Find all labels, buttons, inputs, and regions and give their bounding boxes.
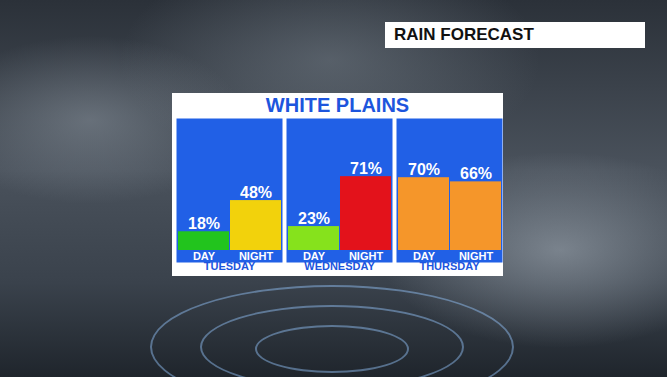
svg-text:18%: 18%	[188, 215, 220, 232]
svg-text:NIGHT: NIGHT	[348, 250, 384, 263]
svg-text:70%: 70%	[408, 161, 440, 178]
svg-text:THURSDAY: THURSDAY	[419, 260, 480, 272]
svg-text:48%: 48%	[240, 184, 272, 201]
html-text:RAIN FORECAST: RAIN FORECAST	[394, 25, 534, 44]
svg-text:DAY: DAY	[412, 250, 436, 263]
svg-text:NIGHT: NIGHT	[238, 250, 274, 263]
svg-text:WEDNESDAY: WEDNESDAY	[304, 260, 375, 272]
svg-text:23%: 23%	[298, 210, 330, 227]
svg-text:DAY: DAY	[302, 250, 326, 263]
html-text:WHITE PLAINS: WHITE PLAINS	[265, 94, 410, 116]
svg-text:TUESDAY: TUESDAY	[204, 260, 256, 272]
svg-text:71%: 71%	[350, 160, 382, 177]
svg-text:66%: 66%	[460, 165, 492, 182]
svg-text:DAY: DAY	[192, 250, 216, 263]
svg-text:NIGHT: NIGHT	[458, 250, 494, 263]
